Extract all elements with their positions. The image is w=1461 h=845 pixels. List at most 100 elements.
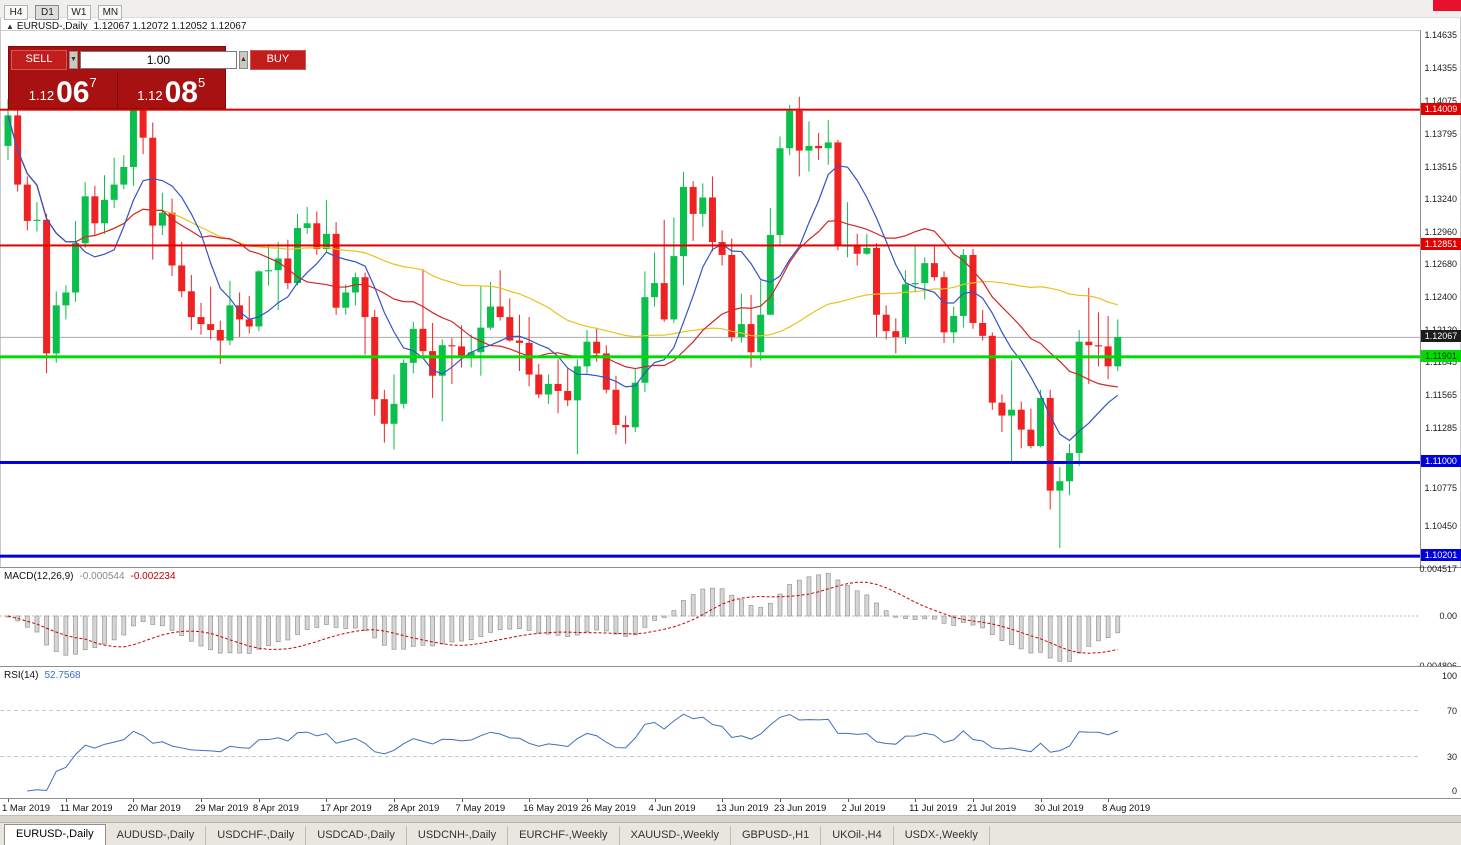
rsi-axis-label: 70	[1446, 705, 1457, 716]
time-axis-tick	[722, 799, 724, 802]
price-axis-label: 1.10450	[1424, 520, 1457, 531]
time-axis-tick	[8, 799, 9, 802]
time-axis-tick	[915, 799, 917, 802]
red-corner-accent	[1433, 0, 1461, 11]
buy-price-display[interactable]: 1.12 08 5	[118, 72, 226, 110]
sell-price-big-digits: 06	[56, 76, 90, 109]
symbol-tab-usdcad[interactable]: USDCAD-,Daily	[306, 826, 407, 845]
macd-chart-canvas[interactable]	[0, 569, 1420, 666]
price-axis-label: 1.13240	[1424, 193, 1457, 204]
rsi-name: RSI(14)	[4, 670, 39, 681]
price-axis-label: 1.12960	[1424, 226, 1457, 237]
rsi-axis-label: 30	[1446, 751, 1457, 762]
symbol-tab-usdchf[interactable]: USDCHF-,Daily	[206, 826, 307, 845]
time-axis-label: 16 May 2019	[523, 803, 579, 814]
time-axis-label: 23 Jun 2019	[774, 803, 827, 814]
timeframe-mn-button[interactable]: MN	[98, 5, 123, 20]
price-axis-label: 1.11845	[1425, 357, 1457, 368]
chart-ohlc-quote: 1.12067 1.12072 1.12052 1.12067	[93, 21, 247, 32]
timeframe-d1-button[interactable]: D1	[35, 5, 60, 20]
price-axis-separator	[1420, 30, 1421, 815]
price-level-badge: 1.10201	[1421, 549, 1461, 562]
time-axis-tick	[201, 799, 202, 802]
price-axis-label: 1.13795	[1424, 128, 1457, 139]
price-axis-label: 1.12120	[1424, 325, 1457, 335]
price-axis-label: 1.11565	[1425, 390, 1457, 401]
time-axis-label: 2 Jul 2019	[841, 803, 886, 814]
volume-input[interactable]	[79, 51, 237, 69]
rsi-axis: 100 70 30 0	[1421, 667, 1461, 798]
chevron-down-icon: ▼	[70, 56, 77, 63]
time-axis-label: 30 Jul 2019	[1034, 803, 1084, 814]
symbol-tab-ukoil[interactable]: UKOil-,H4	[821, 826, 894, 845]
symbol-tab-audusd[interactable]: AUDUSD-,Daily	[106, 826, 207, 845]
sell-button[interactable]: SELL	[11, 50, 67, 70]
time-axis-label: 21 Jul 2019	[967, 803, 1017, 814]
rsi-value: 52.7568	[44, 670, 81, 681]
price-axis-label: 1.14075	[1424, 95, 1457, 106]
volume-decrease-button[interactable]: ▼	[69, 51, 78, 69]
buy-price-prefix: 1.12	[137, 88, 163, 103]
time-axis-label: 26 May 2019	[581, 803, 636, 814]
rsi-indicator-panel: RSI(14) 52.7568 100 70 30 0	[0, 666, 1461, 798]
macd-indicator-panel: MACD(12,26,9) -0.000544 -0.002234 0.004517…	[0, 564, 1461, 671]
time-axis-tick	[65, 799, 67, 802]
time-axis-tick	[973, 799, 974, 802]
price-axis: 1.14635 1.14355 1.14075 1.13795 1.13515 1.132…	[1421, 30, 1461, 567]
timeframe-h4-button[interactable]: H4	[4, 5, 28, 20]
time-axis-label: 8 Aug 2019	[1102, 803, 1151, 814]
time-axis-label: 1 Mar 2019	[2, 803, 51, 814]
symbol-tab-usdcnh[interactable]: USDCNH-,Daily	[407, 826, 509, 845]
symbol-tab-xauusd[interactable]: XAUUSD-,Weekly	[620, 826, 731, 845]
symbol-tab-eurchf[interactable]: EURCHF-,Weekly	[508, 826, 620, 845]
time-axis-tick	[587, 799, 588, 802]
rsi-axis-label: 100	[1441, 671, 1457, 681]
symbol-tab-usdx[interactable]: USDX-,Weekly	[894, 826, 990, 845]
symbol-tab-gbpusd[interactable]: GBPUSD-,H1	[731, 826, 822, 845]
price-level-badge: 1.11901	[1421, 349, 1461, 362]
time-axis-label: 17 Apr 2019	[320, 803, 372, 814]
rsi-chart-canvas[interactable]	[0, 668, 1420, 798]
price-divider	[116, 72, 118, 110]
timeframe-w1-button[interactable]: W1	[66, 5, 91, 20]
price-level-badge: 1.12067	[1421, 330, 1461, 343]
macd-axis-label: 0.004517	[1419, 564, 1457, 574]
volume-increase-button[interactable]: ▲	[238, 51, 248, 69]
collapse-arrow-icon: ▲	[6, 22, 14, 31]
buy-price-pipette: 5	[197, 75, 206, 90]
macd-name: MACD(12,26,9)	[4, 571, 74, 582]
candlestick-chart-canvas[interactable]	[0, 31, 1420, 568]
price-level-badge: 1.12851	[1421, 238, 1461, 251]
status-strip	[0, 815, 1461, 823]
time-axis-tick	[847, 799, 849, 802]
price-axis-label: 1.12400	[1424, 292, 1457, 303]
time-axis-tick	[258, 799, 260, 802]
macd-main-value: -0.000544	[79, 571, 125, 582]
time-axis-tick	[654, 799, 656, 802]
symbol-tab-eurusd[interactable]: EURUSD-,Daily	[4, 824, 106, 845]
time-axis-label: 4 Jun 2019	[648, 803, 696, 814]
sell-price-prefix: 1.12	[28, 88, 55, 103]
one-click-trading-panel: SELL ▼ ▲ BUY 1.12 06 7 1.12	[8, 46, 306, 110]
time-axis-label: 29 Mar 2019	[195, 803, 249, 814]
time-axis-label: 8 Apr 2019	[252, 803, 299, 814]
chevron-up-icon: ▲	[239, 56, 247, 63]
time-axis-label: 13 Jun 2019	[716, 803, 769, 814]
price-axis-label: 1.14635	[1424, 30, 1457, 41]
time-axis-tick	[394, 799, 395, 802]
time-axis-tick	[133, 799, 135, 802]
price-axis-label: 1.11285	[1425, 423, 1457, 434]
rsi-indicator-label: RSI(14) 52.7568	[4, 670, 81, 681]
timeframe-toolbar: H4 D1 W1 MN	[0, 0, 1461, 20]
price-level-badge: 1.11000	[1421, 455, 1461, 468]
time-axis-tick	[326, 799, 328, 802]
buy-price-big-digits: 08	[164, 76, 198, 109]
chart-symbol-period: EURUSD-,Daily	[16, 21, 88, 32]
time-axis-label: 11 Mar 2019	[59, 803, 113, 814]
rsi-axis-label: 0	[1451, 786, 1457, 796]
price-axis-label: 1.12680	[1424, 259, 1457, 270]
buy-button[interactable]: BUY	[249, 50, 306, 70]
sell-price-display[interactable]: 1.12 06 7	[9, 72, 117, 110]
price-level-badge: 1.14009	[1421, 102, 1461, 115]
macd-axis-label: 0.00	[1439, 610, 1457, 621]
